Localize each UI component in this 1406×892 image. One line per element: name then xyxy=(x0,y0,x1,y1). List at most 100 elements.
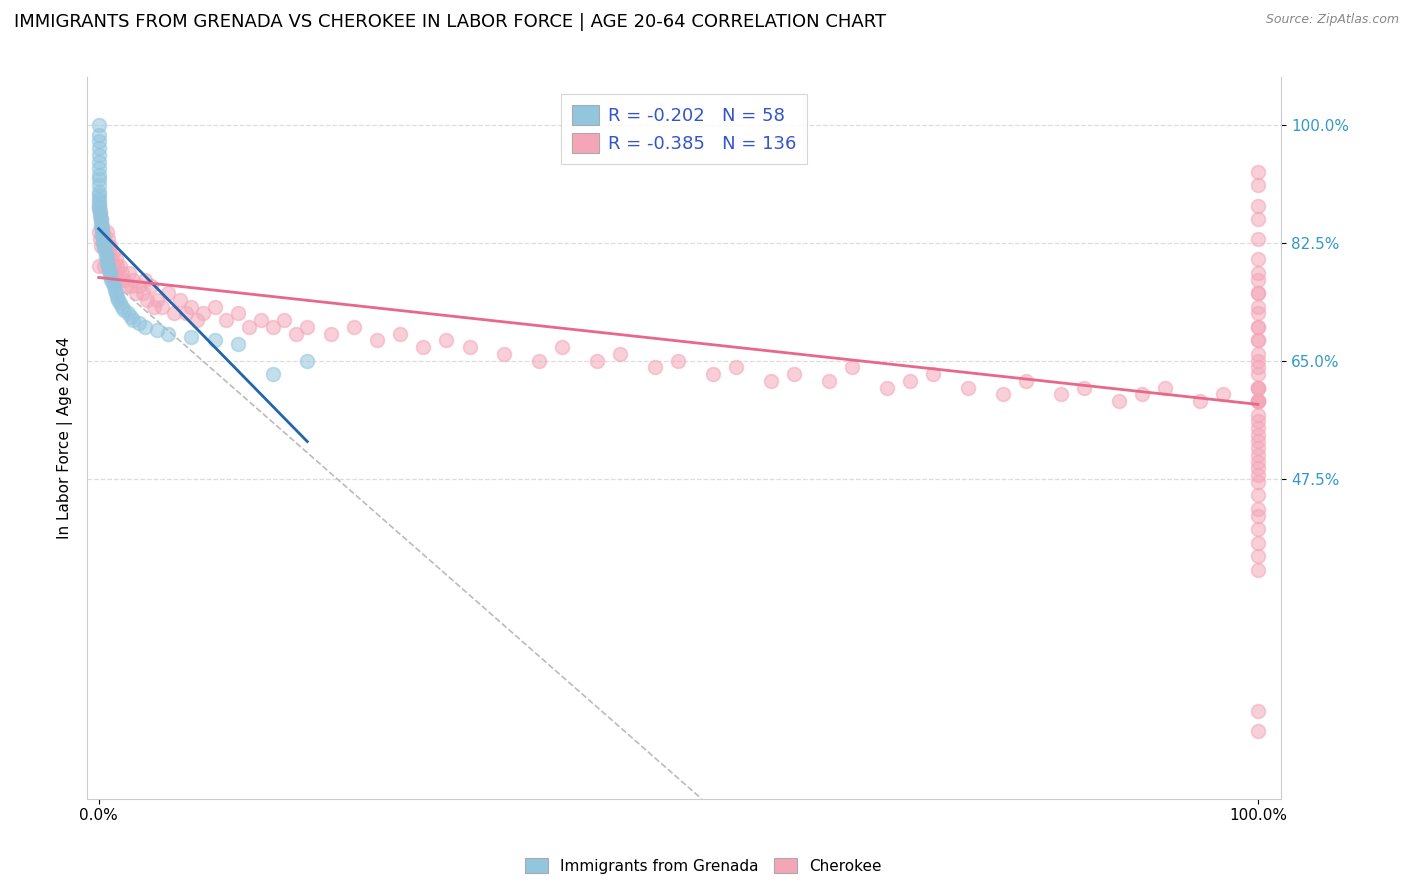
Point xyxy=(87,192,110,206)
Point xyxy=(957,380,980,394)
Point xyxy=(87,148,110,162)
Point xyxy=(1247,306,1270,320)
Point xyxy=(666,353,689,368)
Point xyxy=(1247,367,1270,381)
Point xyxy=(118,266,141,280)
Point xyxy=(87,198,110,212)
Point xyxy=(91,226,114,240)
Text: IMMIGRANTS FROM GRENADA VS CHEROKEE IN LABOR FORCE | AGE 20-64 CORRELATION CHART: IMMIGRANTS FROM GRENADA VS CHEROKEE IN L… xyxy=(14,13,886,31)
Point xyxy=(125,286,148,301)
Point xyxy=(91,228,114,243)
Point xyxy=(609,347,631,361)
Point xyxy=(128,279,150,293)
Point xyxy=(87,141,110,155)
Point xyxy=(1247,501,1270,516)
Point xyxy=(98,266,121,280)
Point xyxy=(191,306,214,320)
Point xyxy=(97,232,120,246)
Point xyxy=(105,286,128,301)
Point xyxy=(922,367,945,381)
Point xyxy=(112,303,135,318)
Point xyxy=(343,319,366,334)
Point xyxy=(1247,353,1270,368)
Point xyxy=(93,232,115,246)
Point xyxy=(120,279,142,293)
Point xyxy=(226,306,249,320)
Point xyxy=(1247,347,1270,361)
Point xyxy=(157,326,180,341)
Point xyxy=(1247,394,1270,409)
Point xyxy=(1247,414,1270,428)
Point xyxy=(91,226,114,240)
Point xyxy=(1247,286,1270,301)
Point xyxy=(1247,441,1270,455)
Point xyxy=(1247,319,1270,334)
Point xyxy=(104,266,127,280)
Point xyxy=(90,239,112,253)
Point xyxy=(412,340,434,354)
Point xyxy=(89,205,111,219)
Point xyxy=(702,367,724,381)
Point xyxy=(97,259,120,273)
Point xyxy=(458,340,481,354)
Point xyxy=(107,273,129,287)
Point xyxy=(97,259,120,273)
Point xyxy=(87,188,110,202)
Point xyxy=(174,306,197,320)
Point xyxy=(89,205,111,219)
Point xyxy=(90,212,112,227)
Point xyxy=(1247,455,1270,469)
Point xyxy=(1247,380,1270,394)
Point xyxy=(89,232,111,246)
Point xyxy=(215,313,238,327)
Point xyxy=(91,232,114,246)
Point xyxy=(180,330,202,344)
Point xyxy=(105,289,128,303)
Point xyxy=(366,334,388,348)
Point xyxy=(132,286,155,301)
Point xyxy=(1130,387,1153,401)
Point xyxy=(91,235,114,250)
Point xyxy=(91,219,114,233)
Point xyxy=(87,198,110,212)
Point xyxy=(152,300,174,314)
Point xyxy=(1247,488,1270,502)
Point xyxy=(1247,522,1270,536)
Point xyxy=(1247,434,1270,449)
Point xyxy=(898,374,921,388)
Point xyxy=(586,353,609,368)
Point xyxy=(1247,535,1270,549)
Point xyxy=(1108,394,1130,409)
Point xyxy=(186,313,208,327)
Point xyxy=(96,252,118,267)
Point xyxy=(1247,252,1270,267)
Point xyxy=(90,219,112,233)
Point xyxy=(111,266,134,280)
Point xyxy=(1247,266,1270,280)
Point xyxy=(818,374,841,388)
Point xyxy=(87,226,110,240)
Point xyxy=(136,293,159,307)
Point xyxy=(89,209,111,223)
Legend: R = -0.202   N = 58, R = -0.385   N = 136: R = -0.202 N = 58, R = -0.385 N = 136 xyxy=(561,94,807,164)
Point xyxy=(93,259,115,273)
Point xyxy=(100,273,122,287)
Point xyxy=(319,326,342,341)
Point xyxy=(1247,394,1270,409)
Point xyxy=(87,128,110,142)
Point xyxy=(93,239,115,253)
Point xyxy=(111,300,134,314)
Point xyxy=(262,319,284,334)
Point xyxy=(991,387,1014,401)
Point xyxy=(1247,380,1270,394)
Point xyxy=(1247,549,1270,563)
Point xyxy=(87,259,110,273)
Y-axis label: In Labor Force | Age 20-64: In Labor Force | Age 20-64 xyxy=(58,337,73,540)
Point xyxy=(1247,448,1270,462)
Point xyxy=(94,245,117,260)
Point xyxy=(101,245,124,260)
Point xyxy=(436,334,458,348)
Point xyxy=(1247,286,1270,301)
Point xyxy=(1247,724,1270,739)
Point xyxy=(1247,334,1270,348)
